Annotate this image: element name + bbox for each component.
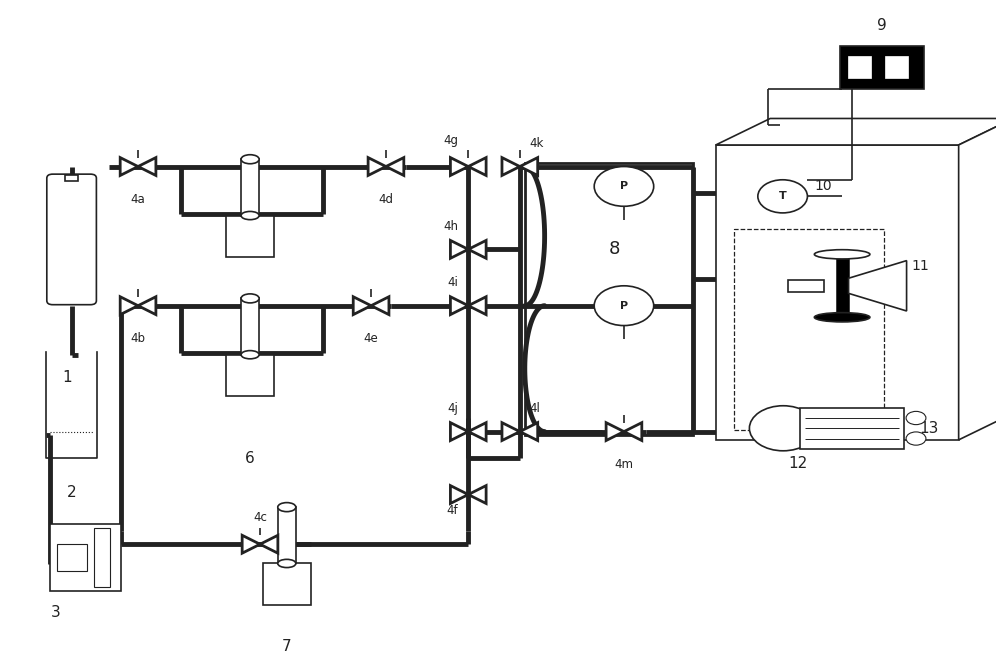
Polygon shape [450,423,468,441]
Bar [278,507,296,564]
Ellipse shape [278,503,296,512]
Polygon shape [502,158,520,175]
Polygon shape [468,240,486,258]
Ellipse shape [241,155,259,164]
Text: 4e: 4e [364,332,378,345]
Text: 4k: 4k [530,137,544,150]
Text: 4j: 4j [447,402,458,415]
FancyBboxPatch shape [47,174,96,305]
Bar [226,355,274,396]
Circle shape [906,411,926,425]
Text: 1: 1 [62,370,71,385]
Polygon shape [353,297,371,315]
Bar [241,159,259,215]
Text: P: P [620,181,628,191]
Circle shape [594,286,654,325]
Polygon shape [450,486,468,503]
Polygon shape [450,240,468,258]
Text: 6: 6 [245,452,255,466]
Polygon shape [450,297,468,315]
Polygon shape [468,297,486,315]
Circle shape [594,166,654,206]
Text: 4l: 4l [530,402,541,415]
Circle shape [906,432,926,445]
Polygon shape [624,423,642,441]
Bar [840,46,924,89]
Text: 2: 2 [67,484,76,500]
Bar [241,299,259,355]
Text: P: P [620,301,628,311]
Text: 4a: 4a [131,193,145,206]
Polygon shape [260,535,278,553]
Polygon shape [138,297,156,315]
Bar [226,215,274,256]
Ellipse shape [241,351,259,359]
Circle shape [758,180,807,213]
Text: 4g: 4g [443,134,458,147]
Text: 12: 12 [788,456,807,472]
Ellipse shape [814,250,870,259]
Polygon shape [849,260,907,311]
Text: 13: 13 [919,421,939,435]
Bar [65,175,78,181]
Polygon shape [468,423,486,441]
Polygon shape [959,119,1000,440]
Text: 11: 11 [912,259,929,273]
Text: 10: 10 [814,179,832,193]
Text: 4m: 4m [614,458,633,471]
Polygon shape [606,423,624,441]
Polygon shape [371,297,389,315]
Polygon shape [386,158,404,175]
Text: 4d: 4d [378,193,393,206]
Text: T: T [779,191,786,201]
Polygon shape [468,158,486,175]
Text: 4h: 4h [443,220,458,233]
Bar [716,145,959,440]
Text: 4i: 4i [447,276,458,289]
Ellipse shape [241,211,259,219]
Text: 8: 8 [608,240,620,258]
Text: 4c: 4c [253,511,267,524]
Ellipse shape [814,313,870,322]
Bar [94,528,110,586]
Text: 9: 9 [877,17,887,33]
Bar [734,229,884,430]
Circle shape [749,406,817,451]
Polygon shape [468,486,486,503]
Text: 5: 5 [245,306,255,321]
Bar [525,163,693,435]
Text: 3: 3 [51,605,61,620]
Polygon shape [520,423,538,441]
Polygon shape [138,158,156,175]
Polygon shape [120,297,138,315]
Polygon shape [502,423,520,441]
Bar [57,544,87,571]
Bar [50,524,121,590]
Bar [836,254,849,317]
Text: 4b: 4b [131,332,146,345]
Text: 4f: 4f [447,505,458,517]
Polygon shape [242,535,260,553]
Bar [263,564,311,605]
Polygon shape [368,158,386,175]
Polygon shape [716,119,1000,145]
Text: 7: 7 [282,639,292,654]
Ellipse shape [241,294,259,303]
Bar [885,56,908,78]
Ellipse shape [278,560,296,568]
Polygon shape [450,158,468,175]
Polygon shape [120,158,138,175]
Bar [800,408,904,449]
Bar [848,56,871,78]
Bar [788,280,824,292]
Polygon shape [520,158,538,175]
